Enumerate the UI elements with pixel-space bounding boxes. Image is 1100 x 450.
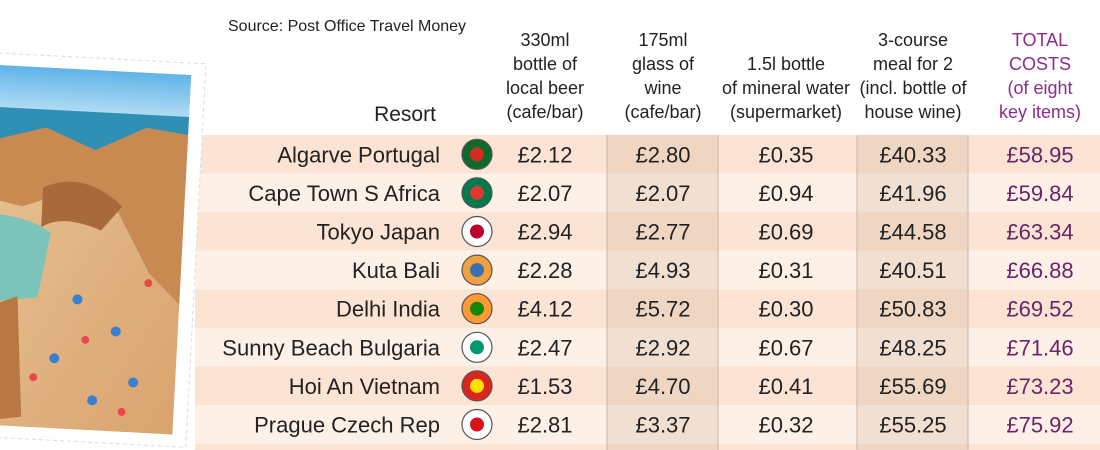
column-header: meal for 2 [873, 54, 953, 74]
column-header: COSTS [1009, 54, 1071, 74]
flag-emblem [470, 185, 484, 200]
resort-header: Resort [374, 103, 436, 126]
price: £59.84 [1006, 181, 1073, 206]
price: £2.28 [517, 258, 572, 283]
price: £2.12 [517, 142, 572, 167]
price: £4.93 [635, 258, 690, 283]
column-header: glass of [632, 54, 695, 74]
resort-name: Tokyo Japan [316, 220, 440, 245]
flag-emblem [470, 263, 484, 278]
resort-name: Hoi An Vietnam [289, 374, 440, 399]
price: £73.23 [1006, 374, 1073, 399]
price: £4.70 [635, 374, 690, 399]
price: £40.51 [879, 258, 946, 283]
column-header: 3-course [878, 30, 948, 50]
row-bg [195, 366, 1100, 406]
price: £50.83 [879, 297, 946, 322]
column-header: house wine) [864, 102, 961, 122]
price: £3.37 [635, 413, 690, 438]
price: £2.80 [635, 142, 690, 167]
column-header: (incl. bottle of [859, 78, 967, 98]
resort-name: Kuta Bali [352, 258, 440, 283]
price: £75.92 [1006, 413, 1073, 438]
column-header: wine [643, 78, 681, 98]
price: £0.41 [758, 374, 813, 399]
price: £2.77 [635, 220, 690, 245]
price: £44.58 [879, 220, 946, 245]
flag-emblem [470, 378, 484, 393]
price: £55.69 [879, 374, 946, 399]
resort-name: Delhi India [336, 297, 441, 322]
flag-emblem [470, 147, 484, 162]
column-shade [607, 135, 718, 450]
resort-name: Sunny Beach Bulgaria [222, 335, 440, 360]
column-header: key items) [999, 102, 1081, 122]
price: £63.34 [1006, 220, 1073, 245]
column-shade [857, 135, 968, 450]
column-header: TOTAL [1012, 30, 1068, 50]
price: £4.12 [517, 297, 572, 322]
price: £66.88 [1006, 258, 1073, 283]
price: £1.53 [517, 374, 572, 399]
price: £58.95 [1006, 142, 1073, 167]
column-header: (of eight [1007, 78, 1072, 98]
price: £0.31 [758, 258, 813, 283]
row-bg [195, 405, 1100, 444]
resort-name: Algarve Portugal [277, 142, 440, 167]
price: £0.67 [758, 335, 813, 360]
row-bg [195, 250, 1100, 290]
row-bg [195, 135, 1100, 174]
price: £40.33 [879, 142, 946, 167]
column-header: 175ml [638, 30, 687, 50]
column-header: 1.5l bottle [747, 54, 825, 74]
flag-emblem [470, 301, 484, 316]
price: £2.07 [635, 181, 690, 206]
price: £0.32 [758, 413, 813, 438]
column-header: (cafe/bar) [506, 102, 583, 122]
resort-name: Prague Czech Rep [254, 413, 440, 438]
flag-emblem [470, 224, 484, 239]
column-header: (supermarket) [730, 102, 842, 122]
flag-emblem [470, 417, 484, 432]
price: £5.72 [635, 297, 690, 322]
postcard [0, 50, 207, 448]
column-header: 330ml [520, 30, 569, 50]
price: £0.94 [758, 181, 813, 206]
resort-name: Cape Town S Africa [248, 181, 440, 206]
price: £2.94 [517, 220, 572, 245]
price: £55.25 [879, 413, 946, 438]
price: £71.46 [1006, 335, 1073, 360]
column-header: of mineral water [722, 78, 850, 98]
price: £48.25 [879, 335, 946, 360]
price: £0.30 [758, 297, 813, 322]
price: £69.52 [1006, 297, 1073, 322]
source: Source: Post Office Travel Money [228, 18, 466, 35]
column-header: local beer [506, 78, 584, 98]
price: £0.35 [758, 142, 813, 167]
row-bg [195, 443, 1100, 450]
price: £0.69 [758, 220, 813, 245]
row-bg [195, 328, 1100, 367]
row-bg [195, 212, 1100, 251]
price: £2.81 [517, 413, 572, 438]
row-bg [195, 289, 1100, 328]
price: £2.07 [517, 181, 572, 206]
flag-emblem [470, 340, 484, 355]
price: £41.96 [879, 181, 946, 206]
column-header: bottle of [513, 54, 578, 74]
price: £2.47 [517, 335, 572, 360]
price: £2.92 [635, 335, 690, 360]
row-bg [195, 173, 1100, 213]
column-header: (cafe/bar) [624, 102, 701, 122]
